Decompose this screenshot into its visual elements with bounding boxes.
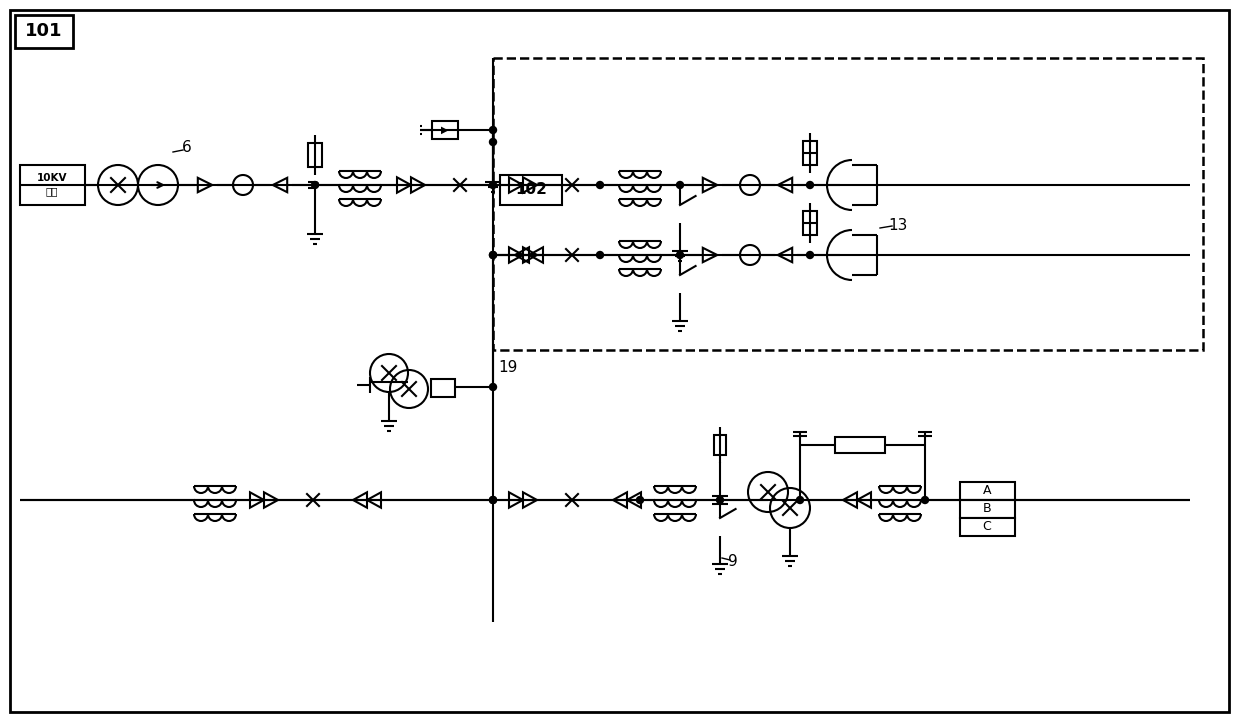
Text: 13: 13: [888, 217, 907, 232]
Bar: [493, 58, 1203, 350]
Circle shape: [596, 251, 603, 258]
Text: ⊕: ⊕: [311, 180, 320, 190]
Circle shape: [716, 497, 724, 503]
Circle shape: [676, 181, 684, 188]
Circle shape: [807, 251, 814, 258]
Circle shape: [489, 497, 497, 503]
Circle shape: [489, 139, 497, 146]
Circle shape: [489, 383, 497, 391]
Circle shape: [637, 497, 643, 503]
Bar: [960, 482, 1015, 500]
Circle shape: [489, 181, 497, 188]
Bar: [431, 379, 455, 397]
Circle shape: [676, 251, 684, 258]
Bar: [15, 15, 73, 48]
Text: 9: 9: [729, 554, 737, 570]
Bar: [960, 500, 1015, 518]
Circle shape: [489, 251, 497, 258]
Text: C: C: [983, 521, 991, 534]
Circle shape: [922, 497, 928, 503]
Circle shape: [596, 181, 603, 188]
Circle shape: [489, 126, 497, 134]
Circle shape: [489, 497, 497, 503]
Bar: [714, 435, 726, 455]
Bar: [803, 211, 817, 235]
Bar: [803, 141, 817, 165]
Text: B: B: [983, 503, 991, 516]
Bar: [960, 518, 1015, 536]
Circle shape: [489, 251, 497, 258]
Circle shape: [807, 181, 814, 188]
Text: 101: 101: [25, 22, 63, 40]
Text: 6: 6: [182, 141, 192, 155]
Text: 102: 102: [515, 183, 546, 198]
Bar: [432, 121, 458, 139]
Text: 10KV
系统: 10KV 系统: [37, 173, 67, 196]
Text: ▶: ▶: [441, 125, 449, 135]
Bar: [835, 437, 885, 453]
Circle shape: [797, 497, 804, 503]
Text: 19: 19: [498, 360, 518, 375]
Bar: [309, 143, 322, 167]
Text: A: A: [983, 484, 991, 497]
Bar: [20, 165, 85, 205]
Bar: [501, 175, 563, 205]
Circle shape: [311, 181, 318, 188]
